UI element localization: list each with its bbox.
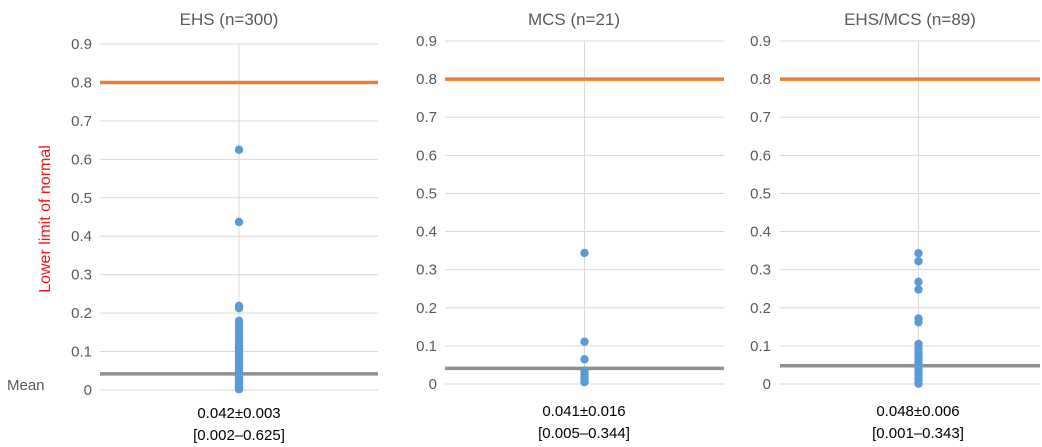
y-tick-label: 0.9 [416,33,437,50]
y-tick-label: 0.4 [71,228,92,245]
data-point [914,379,923,388]
panel-ehs: EHS (n=300) 0 0.1 0.2 0.3 0.4 0.5 0.6 0.7 0.8 0.9… [71,10,378,444]
data-point [580,248,589,258]
y-tick-label: 0 [84,382,92,399]
data-point [234,303,244,313]
data-point [580,377,589,387]
plot-area: 0 0.1 0.2 0.3 0.4 0.5 0.6 0.7 0.8 0.9 [416,33,724,393]
panel-title: MCS (n=21) [528,10,620,29]
y-tick-label: 0.9 [750,33,771,50]
summary-range: [0.002–0.625] [193,427,285,444]
panel-title: EHS/MCS (n=89) [844,10,976,29]
y-tick-label: 0.7 [71,113,92,130]
data-point [234,217,244,227]
data-point [580,337,589,346]
y-tick-label: 0.8 [416,71,437,88]
y-tick-label: 0.1 [750,338,771,355]
y-tick-label: 0.6 [416,147,437,164]
y-tick-label: 0.2 [416,300,437,317]
data-point [234,145,244,154]
y-tick-label: 0.1 [71,344,92,361]
mean-label: Mean [7,377,45,394]
data-point [914,318,923,327]
summary-range: [0.001–0.343] [872,425,964,442]
y-tick-label: 0.5 [416,185,437,202]
plot-area: 0 0.1 0.2 0.3 0.4 0.5 0.6 0.7 0.8 0.9 [71,36,378,399]
panel-title: EHS (n=300) [180,10,279,29]
y-tick-label: 0.8 [71,74,92,91]
plot-area: 0 0.1 0.2 0.3 0.4 0.5 0.6 0.7 0.8 0.9 [750,33,1040,393]
y-tick-label: 0.1 [416,338,437,355]
summary-mean-se: 0.041±0.016 [542,403,625,420]
summary-mean-se: 0.048±0.006 [876,403,959,420]
panel-mcs: MCS (n=21) 00.10.20.30.40.50.60.70.80.9 … [416,10,724,442]
summary-mean-se: 0.042±0.003 [197,405,280,422]
y-tick-label: 0.7 [750,109,771,126]
data-point [234,385,244,394]
panel-ehs-mcs: EHS/MCS (n=89) 0 0.1 0.2 0.3 0.4 0.5 0.6 0.7 0.8… [750,10,1040,442]
y-tick-label: 0.3 [71,267,92,284]
lower-limit-label: Lower limit of normal [37,145,54,293]
data-point [914,277,923,287]
y-tick-label: 0.5 [71,190,92,207]
data-point [580,355,589,364]
y-tick-label: 0.7 [416,109,437,126]
data-point [914,285,923,294]
y-tick-label: 0.4 [416,224,437,241]
y-tick-label: 0.2 [71,305,92,322]
y-tick-label: 0 [763,376,771,393]
y-tick-label: 0.3 [750,262,771,279]
y-tick-label: 0 [429,376,437,393]
summary-range: [0.005–0.344] [538,425,630,442]
data-point [914,257,923,266]
y-tick-label: 0.2 [750,300,771,317]
y-tick-label: 0.6 [750,147,771,164]
y-tick-label: 0.5 [750,185,771,202]
y-tick-label: 0.4 [750,224,771,241]
data-point [914,249,923,258]
y-tick-label: 0.8 [750,71,771,88]
y-tick-label: 0.6 [71,151,92,168]
y-tick-label: 0.9 [71,36,92,53]
y-tick-label: 0.3 [416,262,437,279]
